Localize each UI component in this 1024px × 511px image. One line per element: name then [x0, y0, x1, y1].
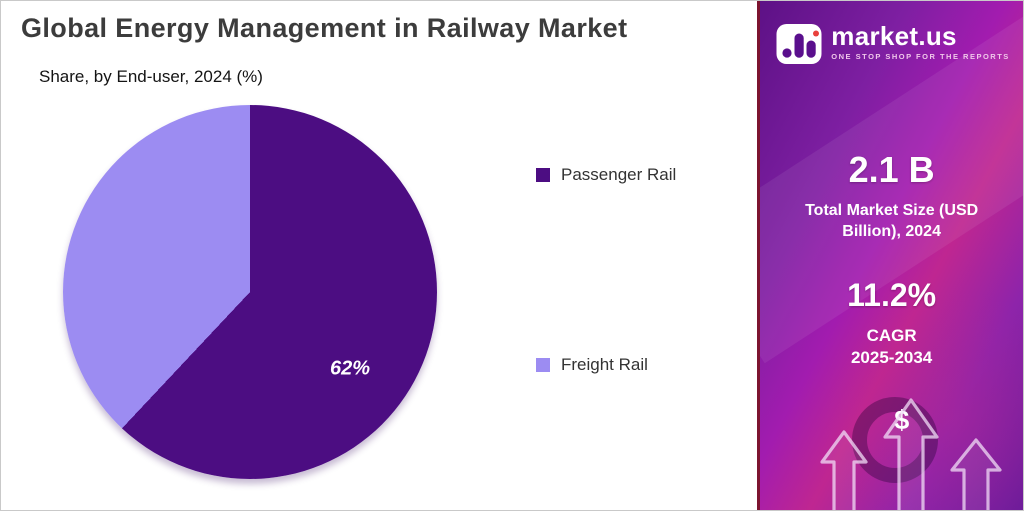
legend-swatch-passenger-rail [536, 168, 550, 182]
page-title: Global Energy Management in Railway Mark… [21, 13, 628, 43]
legend-label-passenger-rail: Passenger Rail [561, 165, 677, 184]
marketus-logo-icon [776, 24, 822, 64]
brand-tagline: ONE STOP SHOP FOR THE REPORTS [831, 52, 1010, 61]
legend-item-freight-rail: Freight Rail [536, 355, 648, 375]
legend-item-passenger-rail: Passenger Rail [536, 165, 676, 185]
growth-arrows-icon [820, 398, 1002, 510]
cagr-label: CAGR [866, 326, 917, 345]
dollar-icon: $ [894, 405, 909, 436]
brand-text: market.us ONE STOP SHOP FOR THE REPORTS [831, 23, 1010, 61]
market-size-value: 2.1 B [848, 149, 935, 190]
brand-name: market.us [831, 21, 957, 51]
chart-subtitle: Share, by End-user, 2024 (%) [39, 67, 263, 86]
pie-chart: 62% [63, 105, 437, 479]
brand-logo: market.us ONE STOP SHOP FOR THE REPORTS [776, 23, 1010, 65]
legend-label-freight-rail: Freight Rail [561, 355, 648, 374]
stat-cagr: 11.2% CAGR 2025-2034 [760, 277, 1023, 368]
cagr-period: 2025-2034 [850, 348, 933, 367]
pie-data-label: 62% [329, 357, 371, 380]
cagr-value: 11.2% [847, 277, 937, 313]
stat-market-size: 2.1 B Total Market Size (USD Billion), 2… [760, 149, 1023, 243]
brand-sidebar: market.us ONE STOP SHOP FOR THE REPORTS … [757, 1, 1023, 510]
market-size-label: Total Market Size (USD Billion), 2024 [805, 202, 979, 240]
chart-panel: Global Energy Management in Railway Mark… [1, 1, 758, 510]
legend-swatch-freight-rail [536, 358, 550, 372]
